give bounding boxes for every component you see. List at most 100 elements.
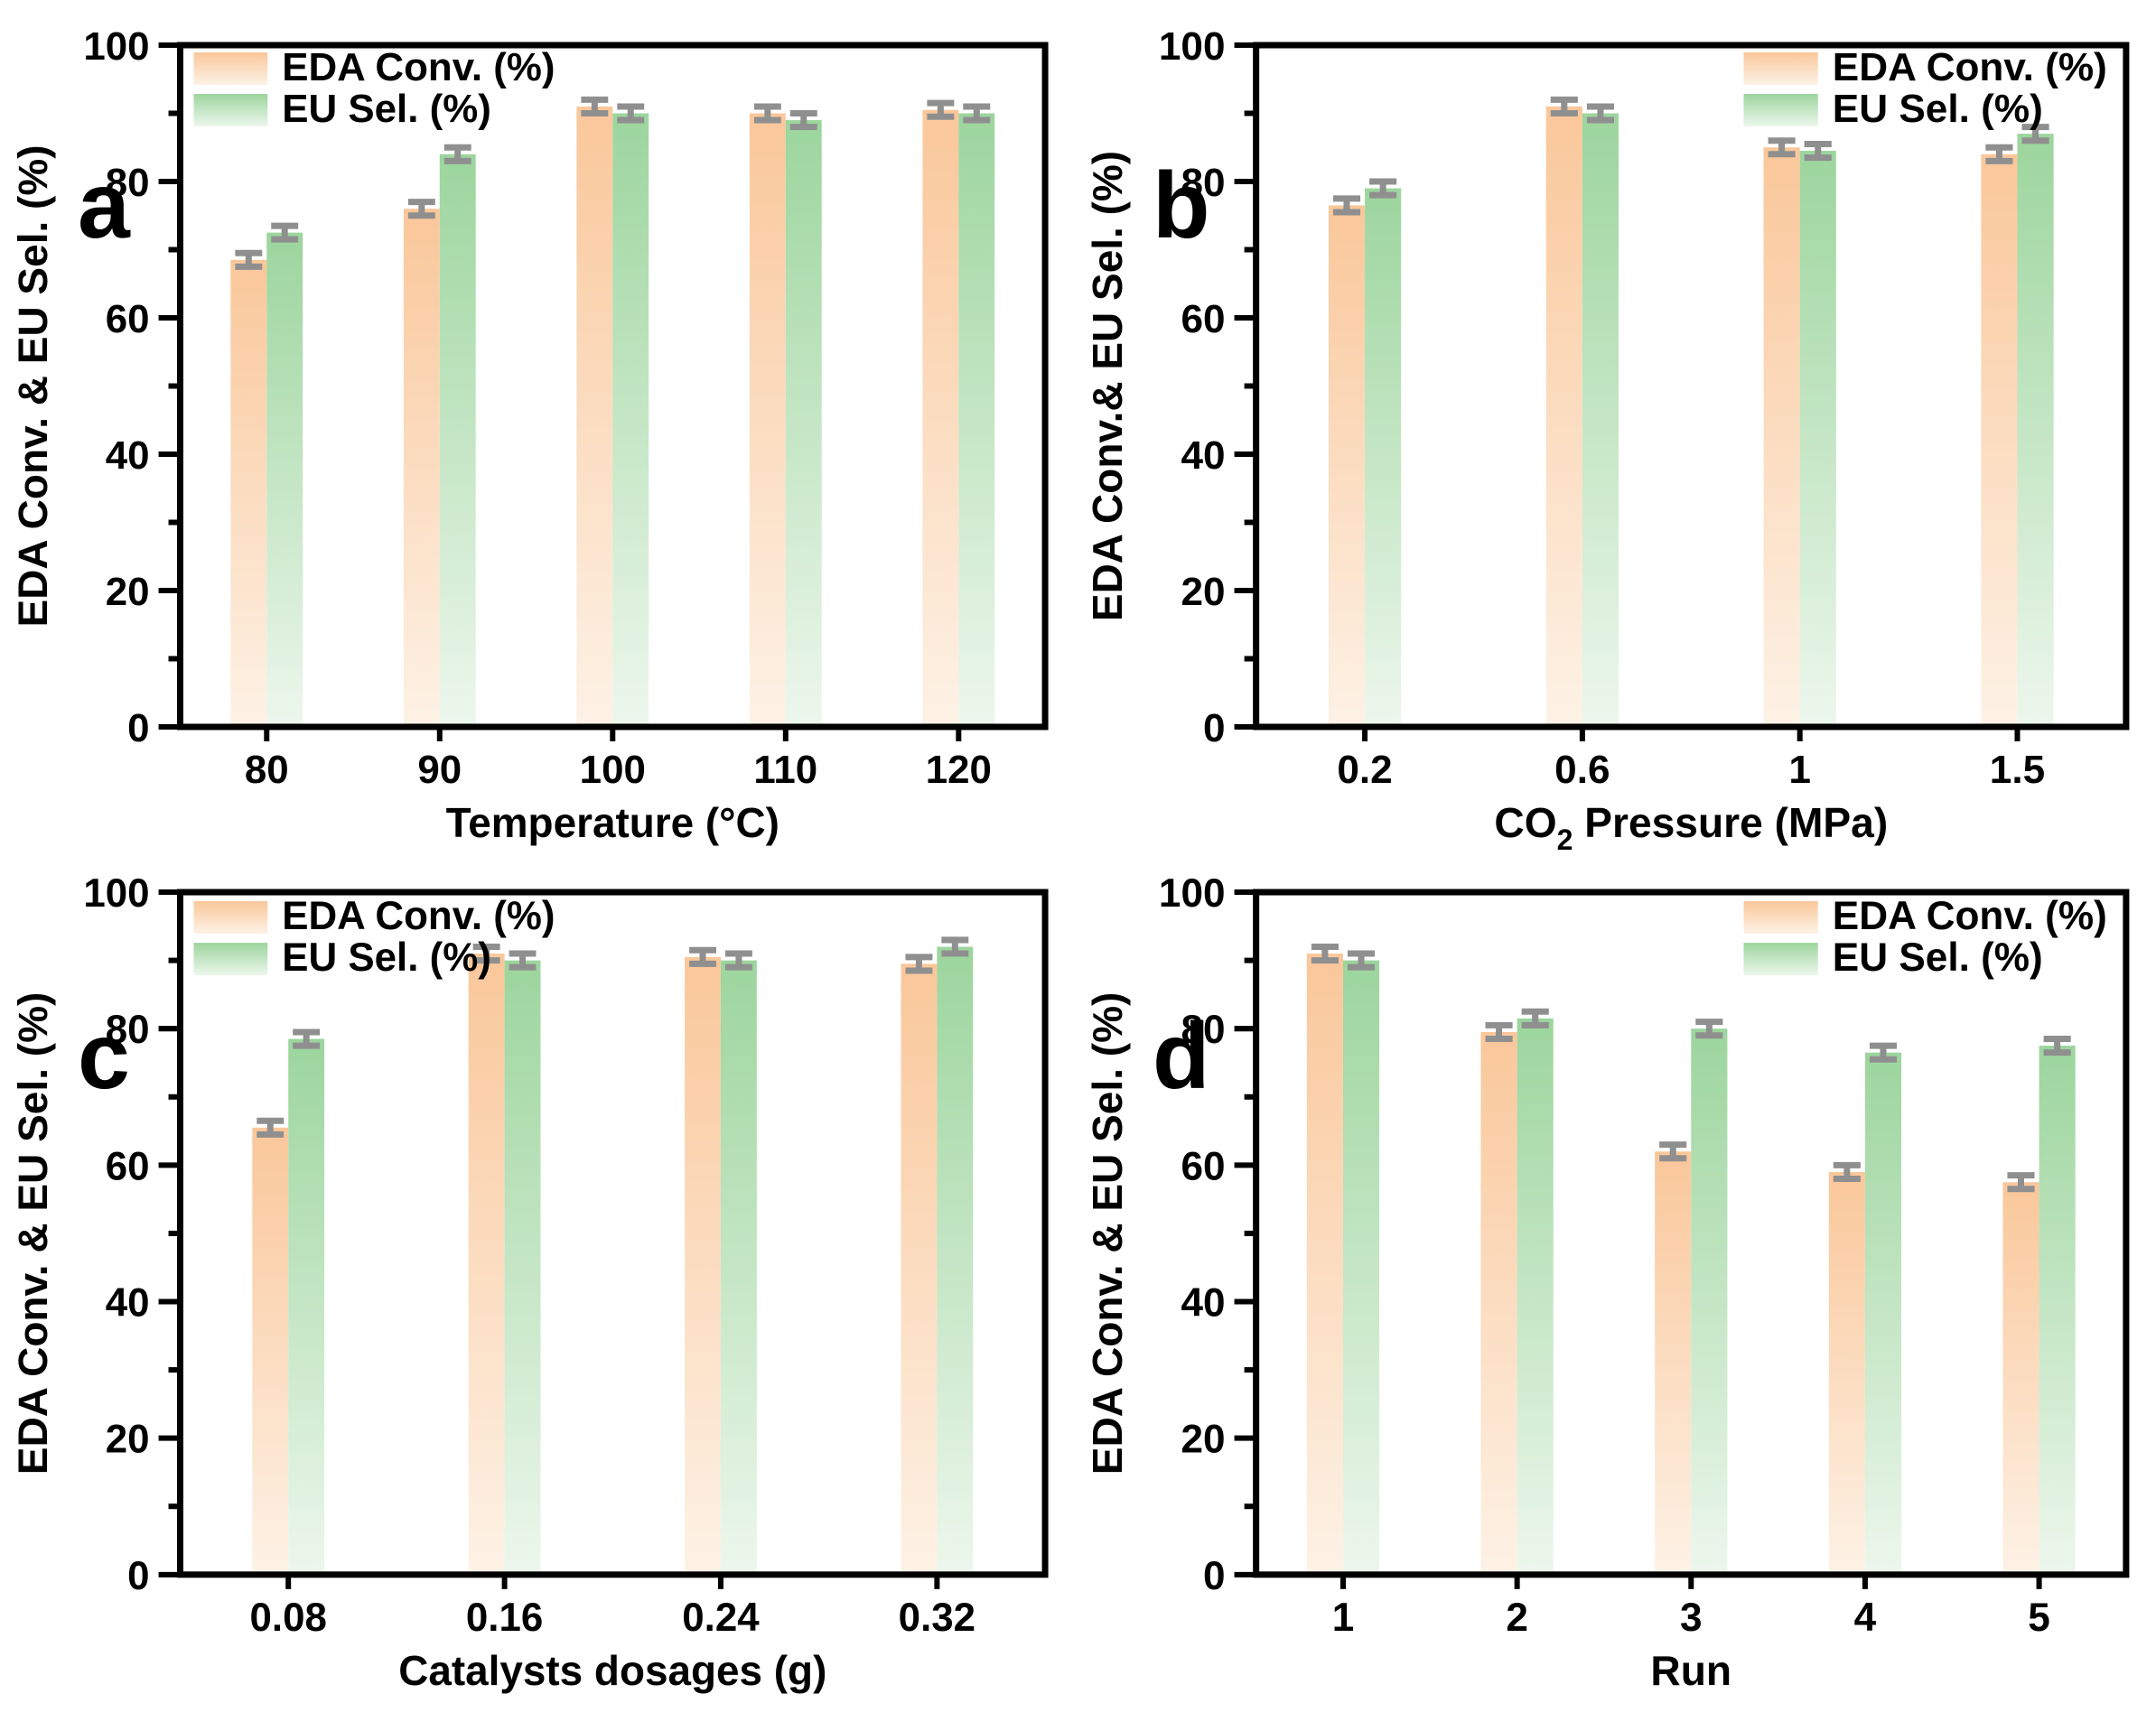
chart-b: 0 20 40 60 80 100 0.2 0.6 1 1.5 CO2 Pressure (MPa)…	[1084, 24, 2130, 856]
x-tick-label: 120	[926, 748, 992, 792]
error-bar	[235, 249, 263, 270]
legend-swatch-eu-sel	[1743, 943, 1818, 976]
bar-eu-sel	[439, 154, 476, 728]
bar-eu-sel	[1691, 1028, 1728, 1575]
bar-eu-sel	[1799, 151, 1836, 727]
x-tick-label: 100	[580, 748, 646, 792]
x-tick-label: 1	[1332, 1596, 1355, 1640]
error-bar	[1311, 943, 1339, 964]
y-tick-label: 100	[83, 871, 149, 916]
bar-eda-conv	[230, 259, 267, 727]
panel-d: 0 20 40 60 80 100 1 2 3 4 5 Run EDA Conv. & EU Sel. …	[1075, 865, 2156, 1731]
error-bar	[1768, 137, 1796, 158]
y-tick-label: 0	[1203, 706, 1226, 750]
error-bar	[2021, 124, 2049, 144]
y-axis-title: EDA Conv. & EU Sel. (%)	[9, 992, 56, 1475]
bar-eda-conv	[576, 106, 613, 727]
bar-eu-sel	[1342, 960, 1380, 1575]
bar-eu-sel	[958, 113, 995, 727]
x-axis-title: CO2 Pressure (MPa)	[1494, 799, 1888, 856]
bar-eda-conv	[403, 209, 440, 727]
y-tick-label: 20	[106, 570, 150, 614]
panel-letter-c: c	[78, 1004, 130, 1109]
bar-eu-sel	[1517, 1018, 1554, 1575]
bar-eu-sel	[288, 1038, 325, 1575]
panel-letter-d: d	[1153, 1004, 1210, 1109]
y-tick-label: 40	[1181, 1281, 1225, 1326]
error-bar	[927, 99, 955, 120]
legend-label-eu-sel: EU Sel. (%)	[1833, 87, 2043, 131]
y-tick-label: 80	[106, 1008, 150, 1052]
error-bar	[2007, 1172, 2035, 1193]
x-tick-label: 0.32	[899, 1596, 975, 1640]
bar-eu-sel	[1582, 113, 1619, 727]
y-tick-label: 20	[106, 1418, 150, 1462]
error-bar	[2043, 1036, 2071, 1056]
x-tick-label: 110	[753, 748, 817, 792]
x-tick-label: 4	[1854, 1596, 1877, 1640]
bar-eda-conv	[1306, 954, 1343, 1575]
error-bar	[293, 1028, 321, 1049]
legend-label-eda-conv: EDA Conv. (%)	[1833, 45, 2107, 89]
bar-eu-sel	[720, 960, 757, 1575]
y-tick-label: 100	[1159, 871, 1226, 916]
chart-c: 0 20 40 60 80 100 0.08 0.16 0.24 0.32 Catalysts do…	[9, 871, 1049, 1694]
error-bar	[1695, 1019, 1723, 1039]
legend-label-eda-conv: EDA Conv. (%)	[282, 894, 555, 938]
error-bar	[689, 946, 717, 967]
y-tick-label: 80	[106, 161, 150, 205]
legend-label-eu-sel: EU Sel. (%)	[1833, 935, 2043, 980]
error-bar	[905, 954, 933, 974]
bar-eda-conv	[1828, 1171, 1865, 1575]
x-tick-label: 80	[245, 748, 289, 792]
error-bar	[1985, 144, 2013, 164]
y-tick-label: 40	[1181, 433, 1225, 478]
legend-swatch-eu-sel	[193, 94, 268, 126]
y-axis-title: EDA Conv. & EU Sel. (%)	[1084, 992, 1131, 1475]
error-bar	[509, 950, 537, 971]
error-bar	[1485, 1021, 1513, 1043]
x-axis-title: Temperature (°C)	[446, 799, 779, 846]
chart-a: 0 20 40 60 80 100 80 90 100 110 120 Temperature (°C…	[9, 24, 1049, 846]
bar-eda-conv	[901, 963, 938, 1575]
y-axis-title: EDA Conv.& EU Sel. (%)	[1084, 151, 1131, 621]
x-axis-title: Catalysts dosages (g)	[398, 1647, 826, 1694]
y-tick-label: 20	[1181, 1418, 1225, 1462]
error-bar	[1659, 1141, 1687, 1162]
error-bar	[1348, 950, 1376, 971]
x-tick-label: 3	[1680, 1596, 1703, 1640]
panel-letter-a: a	[78, 154, 130, 258]
x-tick-label: 0.08	[249, 1596, 326, 1640]
x-tick-label: 1	[1788, 748, 1811, 792]
bar-eda-conv	[1545, 106, 1582, 727]
x-tick-label: 0.2	[1337, 748, 1392, 792]
bar-eda-conv	[749, 113, 786, 727]
error-bar	[1804, 140, 1832, 162]
x-axis-title: Run	[1650, 1647, 1731, 1694]
bar-eda-conv	[922, 109, 959, 728]
legend-label-eu-sel: EU Sel. (%)	[282, 935, 491, 980]
bar-eu-sel	[1864, 1052, 1902, 1575]
bar-eda-conv	[1655, 1151, 1692, 1575]
x-tick-label: 2	[1506, 1596, 1528, 1640]
x-tick-label: 0.24	[682, 1596, 760, 1640]
bar-eda-conv	[252, 1127, 289, 1575]
bar-eu-sel	[785, 120, 822, 728]
error-bar	[1586, 103, 1614, 124]
bar-eu-sel	[2039, 1046, 2076, 1575]
y-tick-label: 100	[1159, 24, 1226, 69]
error-bar	[1521, 1008, 1549, 1028]
legend-swatch-eda-conv	[193, 901, 268, 935]
legend-swatch-eda-conv	[193, 52, 268, 85]
bar-eda-conv	[1328, 205, 1366, 728]
bar-eu-sel	[2017, 134, 2054, 727]
y-tick-label: 60	[106, 1144, 150, 1188]
bar-eu-sel	[612, 113, 649, 727]
panel-c: 0 20 40 60 80 100 0.08 0.16 0.24 0.32 Catalysts do…	[0, 865, 1075, 1731]
x-tick-label: 0.6	[1554, 748, 1610, 792]
legend-label-eu-sel: EU Sel. (%)	[282, 87, 491, 131]
y-tick-label: 0	[127, 706, 149, 750]
error-bar	[753, 103, 781, 124]
legend-label-eda-conv: EDA Conv. (%)	[1833, 894, 2107, 938]
